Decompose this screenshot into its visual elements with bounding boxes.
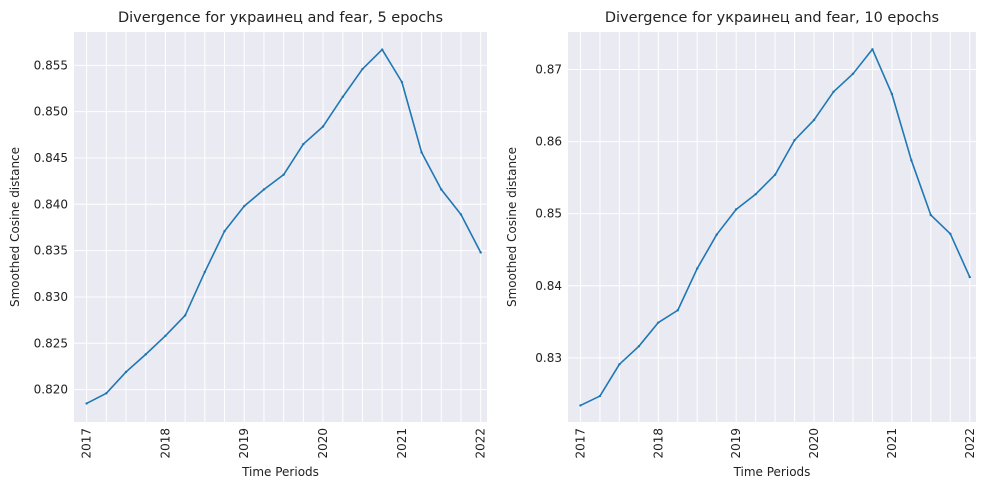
data-point <box>637 345 641 348</box>
data-point <box>203 270 207 274</box>
data-point <box>440 188 443 191</box>
data-point <box>361 67 364 71</box>
data-point <box>949 232 952 236</box>
data-point <box>968 275 971 279</box>
data-point <box>85 402 88 405</box>
y-axis-label: Smoothed Cosine distance <box>8 147 22 307</box>
data-point <box>262 188 266 191</box>
data-point <box>144 353 147 356</box>
data-point <box>400 80 404 84</box>
data-point <box>696 267 699 270</box>
y-tick-label: 0.85 <box>535 207 562 221</box>
x-tick-label: 2018 <box>651 428 665 459</box>
x-tick-label: 2018 <box>158 428 172 459</box>
x-tick-label: 2022 <box>963 428 977 459</box>
x-tick-label: 2021 <box>395 428 409 459</box>
data-point <box>579 404 582 407</box>
data-point <box>910 159 913 162</box>
data-point <box>479 251 482 254</box>
chart-10-epochs: 0.83 0.84 0.85 0.86 0.87 2017 2018 2019 2020 2021… <box>505 10 977 479</box>
y-tick-label: 0.83 <box>535 351 562 365</box>
chart-5-epochs: 0.820 0.825 0.830 0.835 0.840 0.845 0.850 0.855… <box>8 10 488 479</box>
data-point <box>715 233 718 236</box>
data-point <box>223 229 226 233</box>
x-tick-label: 2021 <box>885 428 899 459</box>
plot-area <box>568 32 976 422</box>
x-axis-label: Time Periods <box>733 465 811 479</box>
data-point <box>164 334 167 338</box>
y-tick-label: 0.855 <box>34 58 68 72</box>
data-point <box>773 173 777 176</box>
data-point <box>420 151 423 154</box>
x-tick-label: 2017 <box>573 428 587 459</box>
data-point <box>754 192 757 196</box>
y-tick-label: 0.845 <box>34 151 68 165</box>
y-tick-label: 0.825 <box>34 336 68 350</box>
data-point <box>321 125 325 128</box>
y-tick-label: 0.87 <box>535 62 562 76</box>
data-point <box>890 92 894 96</box>
y-tick-label: 0.820 <box>34 383 68 397</box>
data-point <box>832 90 835 94</box>
y-tick-label: 0.84 <box>535 279 562 293</box>
y-tick-label: 0.86 <box>535 135 562 149</box>
y-tick-label: 0.830 <box>34 290 68 304</box>
data-point <box>851 72 855 76</box>
data-point <box>618 363 621 366</box>
data-point <box>282 173 285 176</box>
x-tick-label: 2020 <box>316 428 330 459</box>
y-tick-label: 0.835 <box>34 244 68 258</box>
data-point <box>105 392 108 395</box>
data-point <box>734 208 738 211</box>
y-tick-label: 0.850 <box>34 105 68 119</box>
data-point <box>793 138 796 142</box>
x-tick-label: 2022 <box>474 428 488 459</box>
y-axis-label: Smoothed Cosine distance <box>505 147 519 307</box>
data-point <box>243 204 246 208</box>
data-point <box>929 213 933 217</box>
data-point <box>812 118 816 122</box>
data-point <box>380 48 384 51</box>
data-point <box>598 394 602 398</box>
y-tick-label: 0.840 <box>34 197 68 211</box>
x-tick-label: 2019 <box>237 428 251 459</box>
data-point <box>676 309 679 312</box>
data-point <box>124 370 128 374</box>
data-point <box>341 95 344 99</box>
data-point <box>302 142 305 146</box>
chart-title: Divergence for украинец and fear, 10 epo… <box>605 10 939 26</box>
data-point <box>871 48 874 51</box>
data-point <box>657 321 660 324</box>
x-tick-label: 2019 <box>729 428 743 459</box>
x-tick-label: 2017 <box>80 428 94 459</box>
chart-title: Divergence for украинец and fear, 5 epoc… <box>118 10 443 26</box>
data-point <box>183 314 187 317</box>
x-tick-label: 2020 <box>807 428 821 459</box>
data-point <box>459 213 463 216</box>
x-axis-label: Time Periods <box>241 465 319 479</box>
